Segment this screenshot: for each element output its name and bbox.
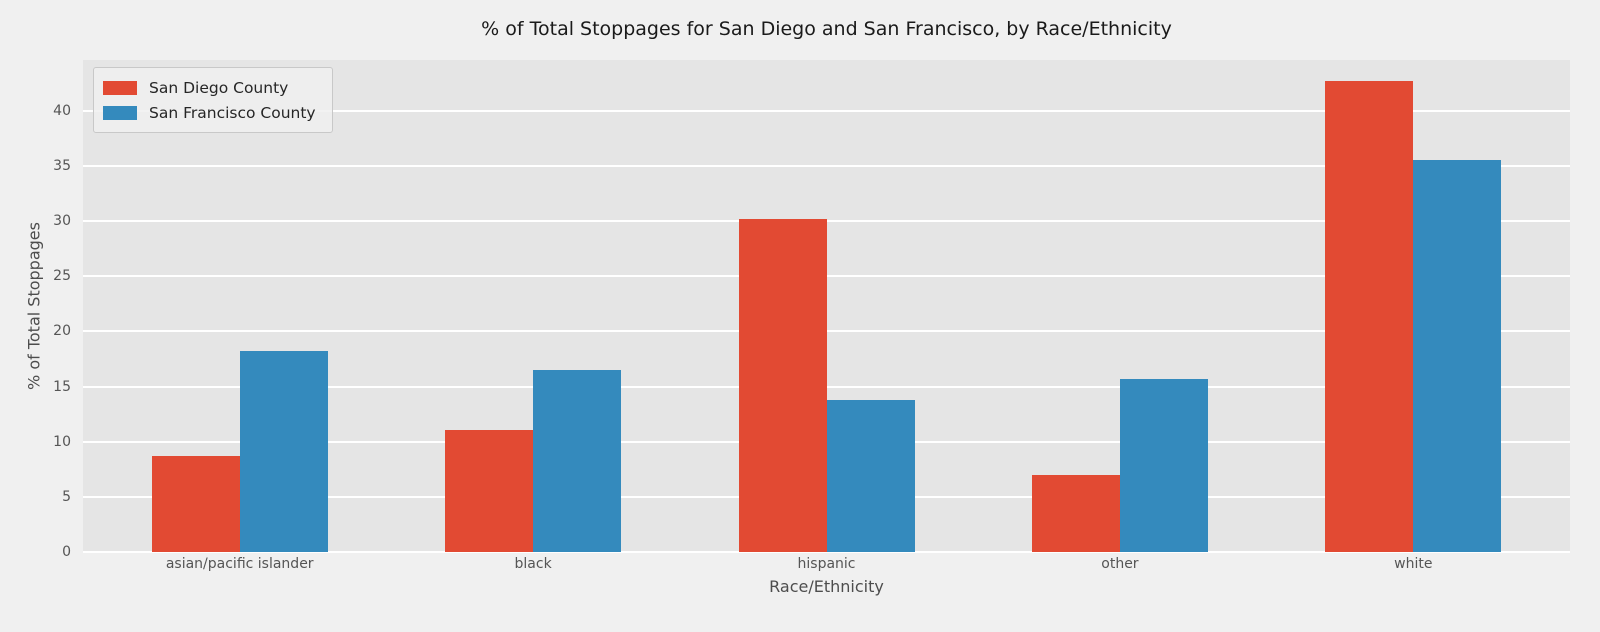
legend-swatch-icon <box>103 80 137 95</box>
x-tick-label-black: black <box>514 556 552 572</box>
legend-label: San Francisco County <box>149 103 316 122</box>
legend: San Diego County San Francisco County <box>93 67 333 133</box>
bar-san-diego-county-other <box>1031 474 1120 552</box>
bars-layer <box>83 60 1570 552</box>
bar-group-asian-pacific-islander <box>93 60 386 552</box>
bar-group-hispanic <box>680 60 973 552</box>
y-tick-label-40: 40 <box>53 102 71 119</box>
bar-san-francisco-county-other <box>1119 378 1208 552</box>
y-tick-label-15: 15 <box>53 378 71 395</box>
y-axis-ticks: 0 5 10 15 20 25 30 35 40 <box>0 60 77 560</box>
y-tick-label-0: 0 <box>62 544 71 560</box>
bar-san-francisco-county-hispanic <box>826 399 915 552</box>
bar-san-diego-county-white <box>1325 80 1414 552</box>
chart-title: % of Total Stoppages for San Diego and S… <box>481 18 1172 40</box>
bar-group-other <box>973 60 1266 552</box>
bar-san-diego-county-hispanic <box>738 218 827 552</box>
gridline-40 <box>83 109 1570 112</box>
y-tick-label-35: 35 <box>53 157 71 174</box>
y-tick-label-10: 10 <box>53 433 71 450</box>
x-axis-ticks: asian/pacific islander black hispanic other… <box>83 556 1570 572</box>
legend-label: San Diego County <box>149 78 289 97</box>
y-tick-label-5: 5 <box>62 488 71 505</box>
gridline-35 <box>83 164 1570 167</box>
legend-item-san-francisco-county: San Francisco County <box>103 100 316 125</box>
x-axis-label: Race/Ethnicity <box>769 577 884 596</box>
y-tick-label-25: 25 <box>53 268 71 285</box>
bar-group-white <box>1267 60 1560 552</box>
y-tick-label-30: 30 <box>53 213 71 230</box>
gridline-0 <box>83 551 1570 553</box>
y-tick-label-20: 20 <box>53 323 71 340</box>
bar-san-diego-county-black <box>445 429 534 552</box>
bar-san-francisco-county-black <box>533 369 622 552</box>
plot-area: San Diego County San Francisco County <box>83 60 1570 553</box>
bar-san-francisco-county-white <box>1413 160 1502 552</box>
bar-san-francisco-county-asian-pacific-islander <box>239 351 328 552</box>
x-tick-label-hispanic: hispanic <box>797 556 856 572</box>
x-tick-label-other: other <box>1101 556 1139 572</box>
x-tick-label-asian-pacific-islander: asian/pacific islander <box>165 556 314 572</box>
legend-item-san-diego-county: San Diego County <box>103 75 316 100</box>
bar-group-black <box>386 60 679 552</box>
legend-swatch-icon <box>103 105 137 120</box>
x-tick-label-white: white <box>1394 556 1433 572</box>
bar-san-diego-county-asian-pacific-islander <box>151 456 240 552</box>
